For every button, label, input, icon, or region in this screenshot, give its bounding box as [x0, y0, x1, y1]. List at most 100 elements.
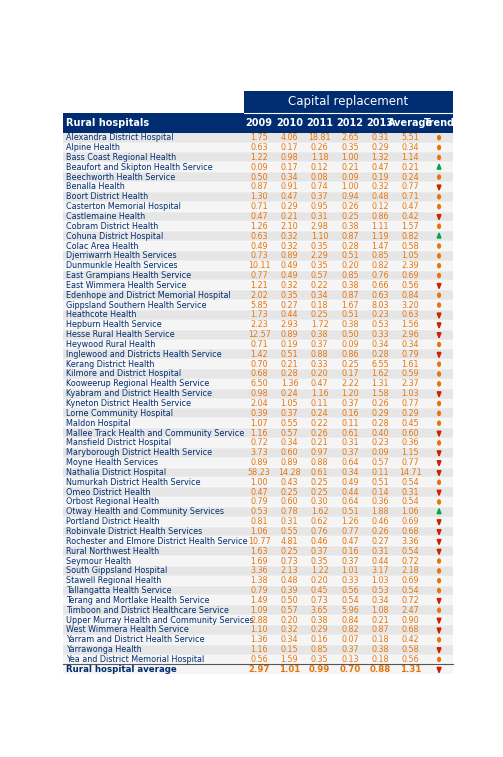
Text: 0.25: 0.25 [281, 488, 298, 497]
Text: Cohuna District Hospital: Cohuna District Hospital [65, 232, 163, 241]
Text: Beechworth Health Service: Beechworth Health Service [65, 173, 175, 182]
Polygon shape [437, 323, 441, 328]
Text: Tallangatta Health Service: Tallangatta Health Service [65, 586, 171, 595]
Text: 2.02: 2.02 [250, 291, 268, 300]
Text: 0.36: 0.36 [371, 497, 389, 506]
Text: 0.89: 0.89 [281, 458, 298, 467]
Text: 0.31: 0.31 [311, 212, 328, 221]
Text: 0.76: 0.76 [371, 271, 389, 280]
Text: 1.16: 1.16 [311, 389, 328, 398]
Text: Alpine Health: Alpine Health [65, 143, 120, 152]
Polygon shape [437, 333, 441, 338]
Text: 0.15: 0.15 [281, 645, 298, 654]
Text: 0.45: 0.45 [311, 586, 328, 595]
Text: 0.22: 0.22 [311, 419, 328, 428]
Text: Rural Northwest Health: Rural Northwest Health [65, 547, 159, 556]
Text: 0.51: 0.51 [341, 310, 359, 319]
Bar [63, 458, 453, 468]
Text: 0.63: 0.63 [371, 291, 389, 300]
Bar [63, 527, 453, 537]
Text: 2.04: 2.04 [250, 399, 268, 408]
Text: 0.89: 0.89 [281, 330, 298, 339]
Text: 0.31: 0.31 [401, 488, 419, 497]
Text: 0.61: 0.61 [341, 428, 359, 438]
Text: 2.10: 2.10 [281, 222, 298, 231]
Text: 1.03: 1.03 [401, 389, 419, 398]
Text: 2.22: 2.22 [341, 379, 359, 388]
Bar [63, 310, 453, 320]
Text: 0.37: 0.37 [341, 556, 359, 565]
Text: Kyneton District Health Service: Kyneton District Health Service [65, 399, 191, 408]
Circle shape [438, 224, 441, 229]
Polygon shape [437, 284, 441, 288]
Circle shape [438, 204, 441, 209]
Bar [63, 231, 453, 241]
Text: 0.88: 0.88 [311, 350, 328, 359]
Text: 1.03: 1.03 [371, 576, 389, 585]
Polygon shape [437, 628, 441, 633]
Text: 0.38: 0.38 [311, 330, 328, 339]
Bar [63, 379, 453, 389]
Text: 1.32: 1.32 [371, 153, 389, 162]
Text: Colac Area Health: Colac Area Health [65, 241, 138, 251]
Bar [63, 438, 453, 448]
Text: 5.85: 5.85 [250, 301, 268, 310]
Text: 1.19: 1.19 [371, 232, 389, 241]
Bar [63, 576, 453, 586]
Text: 0.09: 0.09 [371, 448, 389, 457]
Text: 0.79: 0.79 [250, 586, 268, 595]
Circle shape [438, 500, 441, 504]
Text: 0.34: 0.34 [401, 143, 419, 152]
Text: 0.31: 0.31 [341, 438, 359, 447]
Bar [63, 665, 453, 674]
Text: 0.26: 0.26 [341, 202, 359, 211]
Text: Orbost Regional Health: Orbost Regional Health [65, 497, 159, 506]
Text: 0.60: 0.60 [401, 428, 419, 438]
Text: 0.31: 0.31 [281, 517, 298, 526]
Text: 0.24: 0.24 [401, 173, 419, 182]
Text: 0.47: 0.47 [371, 163, 389, 172]
Text: 0.49: 0.49 [281, 261, 298, 270]
Bar [63, 389, 453, 399]
Text: 0.49: 0.49 [250, 241, 268, 251]
Polygon shape [437, 540, 441, 544]
Text: 1.10: 1.10 [311, 232, 328, 241]
Text: 1.30: 1.30 [250, 192, 268, 201]
Text: 0.50: 0.50 [341, 330, 359, 339]
Text: Maryborough District Health Service: Maryborough District Health Service [65, 448, 212, 457]
Text: 0.77: 0.77 [401, 182, 419, 192]
Text: 0.64: 0.64 [341, 458, 359, 467]
Bar [274, 113, 304, 132]
Polygon shape [437, 520, 441, 525]
Bar [63, 497, 453, 507]
Text: 1.31: 1.31 [371, 379, 389, 388]
Bar [63, 360, 453, 369]
Text: 0.09: 0.09 [341, 173, 359, 182]
Text: 0.57: 0.57 [281, 606, 298, 615]
Text: 0.49: 0.49 [281, 271, 298, 280]
Bar [63, 281, 453, 291]
Text: 6.55: 6.55 [371, 360, 389, 369]
Text: 0.34: 0.34 [401, 340, 419, 349]
Text: 0.50: 0.50 [250, 173, 268, 182]
Text: 0.71: 0.71 [401, 192, 419, 201]
Text: 0.20: 0.20 [281, 615, 298, 625]
Text: 0.60: 0.60 [281, 497, 298, 506]
Text: 8.03: 8.03 [371, 301, 389, 310]
Text: 1.61: 1.61 [401, 360, 419, 369]
Text: 0.18: 0.18 [371, 635, 389, 644]
Text: 1.63: 1.63 [250, 547, 268, 556]
Text: 1.26: 1.26 [341, 517, 359, 526]
Text: 1.69: 1.69 [250, 556, 268, 565]
Text: 1.36: 1.36 [250, 635, 268, 644]
Text: East Grampians Health Service: East Grampians Health Service [65, 271, 191, 280]
Text: 0.42: 0.42 [401, 635, 419, 644]
Text: 0.17: 0.17 [341, 369, 359, 378]
Text: 0.17: 0.17 [281, 143, 298, 152]
Text: 0.98: 0.98 [250, 389, 268, 398]
Bar [63, 182, 453, 192]
Text: 0.49: 0.49 [341, 478, 359, 487]
Text: Heywood Rural Health: Heywood Rural Health [65, 340, 155, 349]
Text: 1.01: 1.01 [341, 566, 359, 575]
Text: 1.36: 1.36 [281, 379, 298, 388]
